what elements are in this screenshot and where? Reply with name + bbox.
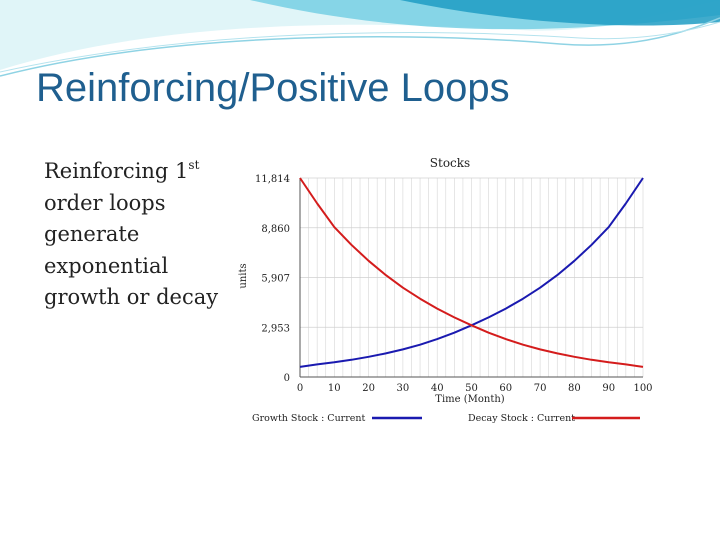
x-tick-label: 90 bbox=[602, 383, 615, 394]
chart-legend: Growth Stock : Current Decay Stock : Curr… bbox=[252, 413, 640, 424]
x-tick-label: 100 bbox=[633, 383, 652, 394]
body-line-4: exponential bbox=[44, 253, 169, 278]
chart-title: Stocks bbox=[430, 156, 470, 170]
x-tick-label: 50 bbox=[465, 383, 478, 394]
series-layer bbox=[299, 177, 644, 368]
ordinal-superscript: st bbox=[188, 158, 200, 172]
wave-band-dark bbox=[400, 0, 720, 26]
y-tick-label: 11,814 bbox=[255, 174, 290, 185]
wave-line-1 bbox=[0, 17, 720, 77]
y-tick-label: 8,860 bbox=[261, 224, 290, 235]
slide-body-text: Reinforcing 1st order loops generate exp… bbox=[44, 156, 234, 314]
body-line-3: generate bbox=[44, 222, 140, 246]
x-tick-labels: 0 10 20 30 40 50 60 70 80 90 100 bbox=[297, 383, 653, 394]
legend-decay-label: Decay Stock : Current bbox=[468, 413, 575, 424]
legend-growth-label: Growth Stock : Current bbox=[252, 413, 366, 424]
y-tick-label: 5,907 bbox=[261, 274, 290, 285]
body-line-1: Reinforcing 1st bbox=[44, 156, 234, 188]
header-wave-decoration bbox=[0, 0, 720, 77]
y-tick-label: 0 bbox=[284, 373, 290, 384]
x-tick-label: 20 bbox=[362, 383, 375, 394]
x-tick-label: 0 bbox=[297, 383, 303, 394]
x-tick-label: 80 bbox=[568, 383, 581, 394]
wave-line-2 bbox=[0, 21, 720, 73]
slide-title: Reinforcing/Positive Loops bbox=[36, 66, 510, 110]
body-line-5: growth or decay bbox=[44, 285, 219, 309]
x-tick-label: 40 bbox=[431, 383, 444, 394]
y-axis-label: units bbox=[238, 263, 249, 288]
x-tick-label: 10 bbox=[328, 383, 341, 394]
x-axis-label: Time (Month) bbox=[435, 394, 505, 405]
body-line-1-text: Reinforcing 1 bbox=[44, 159, 189, 183]
body-line-2: order loops bbox=[44, 190, 166, 215]
x-tick-label: 30 bbox=[397, 383, 410, 394]
chart-axes bbox=[299, 178, 643, 378]
y-tick-label: 2,953 bbox=[261, 323, 290, 334]
y-tick-labels: 0 2,953 5,907 8,860 11,814 bbox=[255, 174, 290, 384]
stocks-chart: Stocks 0 2,953 5,907 8,860 11,814 0 10 20 30 40 5… bbox=[238, 156, 653, 424]
chart-grid bbox=[299, 177, 644, 378]
x-tick-label: 60 bbox=[499, 383, 512, 394]
series-line-decay bbox=[299, 177, 644, 368]
x-tick-label: 70 bbox=[534, 383, 547, 394]
